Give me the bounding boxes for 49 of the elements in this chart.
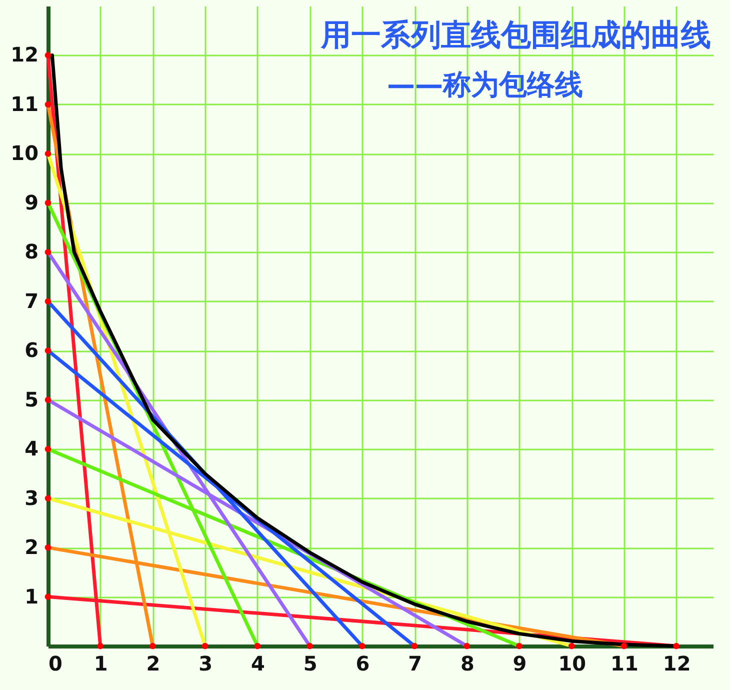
point bbox=[44, 396, 52, 403]
x-tick-label: 5 bbox=[303, 652, 318, 676]
y-tick-label: 4 bbox=[24, 436, 38, 461]
point bbox=[359, 642, 366, 650]
x-tick-label: 6 bbox=[356, 652, 370, 676]
point bbox=[202, 642, 208, 650]
y-tick-label: 12 bbox=[10, 42, 38, 67]
x-tick-label: 8 bbox=[460, 652, 474, 676]
y-tick-label: 6 bbox=[24, 338, 38, 362]
y-tick-label: 3 bbox=[24, 486, 38, 510]
y-tick-label: 5 bbox=[24, 387, 38, 412]
point bbox=[673, 642, 680, 650]
x-tick-label: 12 bbox=[662, 652, 691, 676]
y-tick-label: 10 bbox=[10, 141, 38, 166]
x-tick-label: 11 bbox=[610, 652, 638, 676]
point bbox=[44, 200, 52, 206]
x-tick-label: 4 bbox=[250, 652, 265, 676]
point bbox=[620, 642, 628, 650]
point bbox=[568, 642, 575, 650]
y-tick-label: 2 bbox=[24, 535, 38, 560]
point bbox=[44, 150, 52, 157]
point bbox=[44, 495, 52, 502]
x-tick-label: 7 bbox=[408, 652, 422, 676]
point bbox=[306, 642, 313, 650]
point bbox=[97, 642, 104, 650]
x-tick-label: 3 bbox=[198, 652, 213, 676]
y-tick-label: 7 bbox=[24, 288, 38, 313]
y-tick-label: 1 bbox=[24, 584, 38, 608]
point bbox=[254, 642, 261, 650]
point bbox=[44, 52, 52, 58]
point bbox=[516, 642, 522, 650]
point bbox=[44, 101, 52, 108]
point bbox=[44, 446, 52, 452]
point bbox=[44, 347, 52, 354]
y-tick-label: 11 bbox=[10, 92, 38, 116]
point bbox=[44, 249, 52, 256]
point bbox=[464, 642, 470, 650]
x-tick-label: 0 bbox=[48, 652, 62, 676]
point bbox=[411, 642, 418, 650]
point bbox=[44, 594, 52, 600]
y-tick-label: 9 bbox=[24, 190, 38, 214]
x-tick-label: 2 bbox=[146, 652, 160, 676]
point bbox=[44, 298, 52, 305]
point bbox=[44, 544, 52, 551]
x-tick-label: 9 bbox=[512, 652, 527, 676]
point bbox=[150, 642, 156, 650]
y-tick-label: 8 bbox=[24, 240, 38, 264]
x-tick-label: 10 bbox=[558, 652, 586, 676]
x-tick-label: 1 bbox=[94, 652, 108, 676]
